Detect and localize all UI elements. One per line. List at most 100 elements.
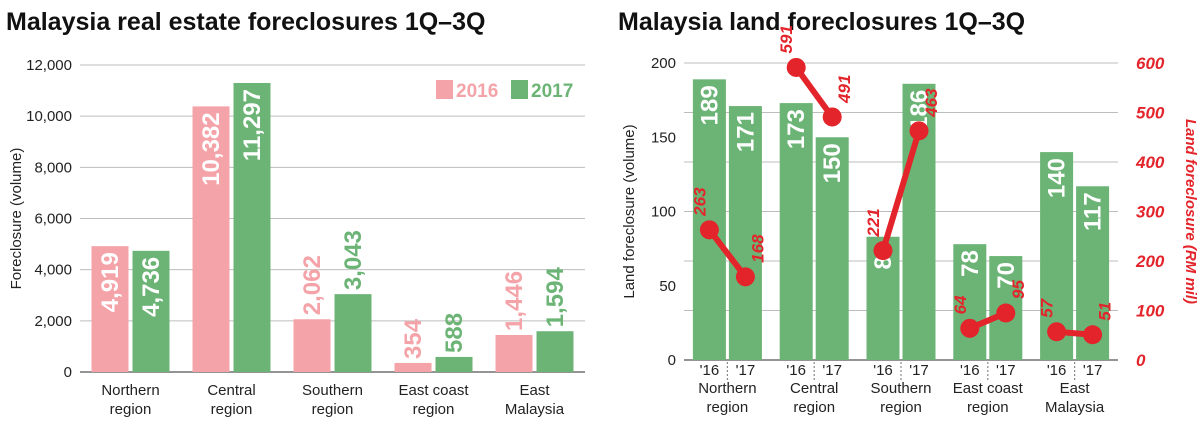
right-category-label: region	[967, 399, 1009, 416]
right-value-line	[793, 64, 836, 120]
left-bar-label-2017: 4,736	[138, 257, 165, 317]
right-category-label: East	[1060, 380, 1091, 397]
right-bar-v2016	[692, 79, 726, 361]
right-year-label: '17	[909, 362, 929, 379]
right-bar-label-v2017: 171	[732, 112, 759, 152]
right-value-label-v2017: 463	[922, 88, 941, 118]
right-bar-label-v2017: 117	[1080, 192, 1107, 231]
right-year-label: '16	[873, 362, 893, 379]
right-bar-v2017	[728, 106, 762, 360]
right-category-label: Southern	[871, 380, 932, 397]
right-category-label: East coast	[953, 380, 1024, 397]
left-y-tick: 6,000	[34, 211, 72, 228]
right-y-axis-label: Land foreclosure (volume)	[621, 124, 638, 298]
right-value-line	[880, 127, 922, 254]
right-value-point-v2017	[822, 107, 842, 127]
left-y-tick: 8,000	[34, 159, 72, 176]
right-value-label-v2017: 491	[835, 75, 854, 104]
right-year-label: '17	[1083, 362, 1103, 379]
real-estate-foreclosure-chart: Malaysia real estate foreclosures 1Q–3Q …	[6, 8, 585, 418]
right-value-lines: 263 168 591 491 221 463 64 95 57 51	[690, 25, 1115, 345]
left-category-label: Malaysia	[505, 401, 565, 418]
right-year-label: '17	[736, 362, 756, 379]
right-value-label-v2016: 221	[864, 208, 883, 237]
right-y-tick: 150	[651, 129, 676, 146]
right-year-label: '16	[700, 362, 720, 379]
right-bar-label-v2016: 173	[783, 109, 810, 149]
right-bars: 189171173150831867870140117	[692, 79, 1110, 361]
right-bar-label-v2017: 150	[819, 143, 846, 183]
left-bar-label-2016: 354	[400, 318, 427, 359]
right-y2-tick: 600	[1136, 54, 1165, 73]
legend-label-2017: 2017	[531, 81, 573, 102]
left-y-tick: 0	[64, 364, 72, 381]
right-value-label-v2016: 57	[1038, 297, 1057, 317]
left-y-axis-label: Foreclosure (volume)	[8, 148, 25, 290]
left-bar-2017	[334, 294, 372, 372]
left-bar-label-2016: 10,382	[198, 112, 225, 185]
left-bar-label-2016: 4,919	[97, 252, 124, 312]
legend-label-2016: 2016	[456, 81, 498, 102]
left-category-label: region	[413, 401, 455, 418]
legend-swatch-2017	[511, 80, 528, 99]
right-y-tick: 50	[659, 278, 676, 295]
right-value-label-v2017: 168	[748, 234, 767, 263]
right-category-label: region	[793, 399, 835, 416]
right-bar-v2016	[779, 103, 813, 360]
left-bar-2017	[233, 82, 271, 373]
right-value-label-v2016: 263	[690, 187, 709, 217]
left-bar-2016	[192, 106, 230, 373]
right-chart-title: Malaysia land foreclosures 1Q–3Q	[618, 8, 1025, 36]
left-y-tick: 2,000	[34, 313, 72, 330]
right-value-label-v2017: 95	[1009, 280, 1028, 299]
left-y-tick: 12,000	[26, 57, 72, 74]
left-bar-2017	[435, 356, 473, 372]
left-y-tick-labels: 0 2,000 4,000 6,000 8,000 10,000 12,000	[26, 57, 72, 381]
right-category-labels: '16'17Northernregion'16'17Centralregion'…	[698, 362, 1105, 416]
right-bar-v2016	[953, 244, 987, 360]
right-bar-v2017	[815, 137, 849, 360]
left-y-tick: 10,000	[26, 108, 72, 125]
right-value-point-v2017	[1083, 325, 1103, 345]
right-bar-label-v2016: 189	[696, 85, 723, 125]
left-bar-label-2017: 11,297	[239, 89, 266, 161]
right-y-tick: 100	[651, 204, 676, 221]
left-chart-title: Malaysia real estate foreclosures 1Q–3Q	[6, 8, 485, 36]
left-bar-2016	[495, 335, 533, 372]
left-bars: 4,919 4,736 10,382 11,297 2,062 3,043 354 588 1,…	[91, 82, 574, 373]
left-bar-2016	[293, 319, 331, 372]
right-bar-label-v2016: 78	[957, 250, 984, 277]
right-value-point-v2017	[996, 303, 1016, 323]
right-y-tick-labels: 0 50 100 150 200	[651, 55, 676, 369]
left-bar-label-2017: 588	[441, 313, 468, 353]
right-y2-tick: 200	[1135, 252, 1165, 271]
left-bar-label-2016: 1,446	[501, 271, 528, 331]
right-y2-tick: 0	[1136, 351, 1146, 370]
right-y2-tick: 400	[1135, 153, 1165, 172]
right-y-tick: 200	[651, 55, 676, 72]
right-category-label: region	[707, 399, 749, 416]
right-year-label: '16	[1047, 362, 1067, 379]
left-bar-label-2017: 3,043	[340, 230, 367, 290]
right-value-label-v2016: 64	[951, 295, 970, 314]
right-value-point-v2016	[873, 241, 893, 261]
left-category-label: region	[312, 401, 354, 418]
right-year-label: '17	[996, 362, 1016, 379]
left-category-label: Central	[207, 382, 255, 399]
right-y2-tick: 300	[1136, 203, 1165, 222]
right-value-label-v2016: 591	[777, 25, 796, 53]
left-category-label: Southern	[302, 382, 363, 399]
right-value-label-v2017: 51	[1096, 302, 1115, 321]
right-category-label: Central	[790, 380, 838, 397]
right-y2-tick: 100	[1136, 302, 1165, 321]
right-category-label: region	[880, 399, 922, 416]
right-y2-tick-labels: 0 100 200 300 400 500 600	[1135, 54, 1165, 370]
left-category-label: Northern	[101, 382, 159, 399]
left-bar-2017	[536, 331, 574, 372]
left-category-labels: Northern region Central region Southern regio…	[101, 382, 564, 418]
right-year-label: '17	[822, 362, 842, 379]
right-bar-label-v2017: 70	[993, 262, 1020, 289]
right-bar-label-v2016: 140	[1044, 158, 1071, 198]
right-category-label: Northern	[698, 380, 756, 397]
